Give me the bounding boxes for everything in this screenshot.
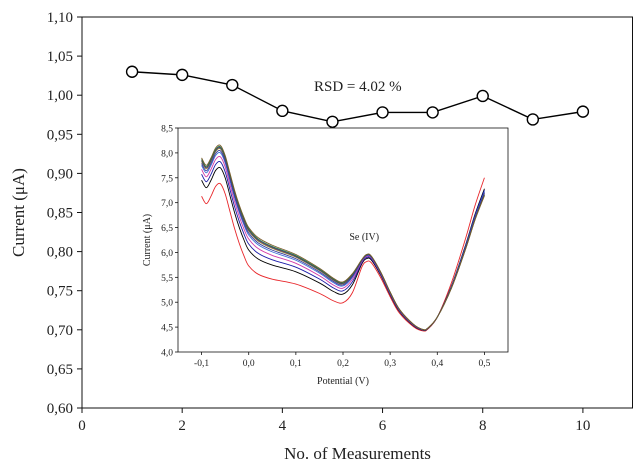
data-point bbox=[526, 113, 540, 126]
inset-y-tick-label: 6,5 bbox=[161, 224, 173, 234]
inset-axis-ticks: 4,0 4,5 5,0 5,5 6,0 6,5 7,0 7,5 8,0 8,5 -0,1 0,0 0,1… bbox=[161, 125, 490, 370]
inset-chart: 4,0 4,5 5,0 5,5 6,0 6,5 7,0 7,5 8,0 8,5 -0,1 0,0 0,1… bbox=[142, 125, 509, 387]
main-x-tick-label: 8 bbox=[479, 418, 487, 434]
data-point bbox=[276, 104, 289, 118]
main-y-tick-label: 0,85 bbox=[47, 206, 73, 222]
inset-x-axis-label: Potential (V) bbox=[317, 376, 369, 387]
main-y-tick-label: 1,05 bbox=[47, 49, 73, 65]
main-y-tick-label: 0,75 bbox=[47, 284, 73, 300]
data-point bbox=[326, 115, 339, 128]
data-point bbox=[226, 78, 239, 92]
inset-y-axis-label: Current (μA) bbox=[142, 214, 153, 266]
inset-y-tick-label: 5,0 bbox=[161, 299, 173, 309]
data-point bbox=[376, 106, 389, 119]
inset-x-tick-label: 0,1 bbox=[290, 359, 302, 369]
data-point bbox=[426, 106, 439, 119]
main-x-tick-label: 4 bbox=[279, 418, 287, 434]
inset-x-tick-label: 0,2 bbox=[337, 359, 349, 369]
main-y-tick-label: 0,60 bbox=[47, 401, 73, 417]
main-y-tick-label: 1,10 bbox=[47, 10, 73, 26]
data-point bbox=[175, 68, 189, 82]
main-chart: 0,60 0,65 0,70 0,75 0,80 0,85 0,90 0,95 1,00 1,05… bbox=[9, 10, 633, 463]
inset-y-tick-label: 7,0 bbox=[161, 199, 173, 209]
inset-series bbox=[201, 144, 485, 332]
inset-x-tick-label: 0,0 bbox=[243, 359, 255, 369]
main-y-axis-label: Current (μA) bbox=[9, 168, 28, 257]
main-y-tick-label: 0,80 bbox=[47, 245, 73, 261]
inset-y-tick-label: 8,0 bbox=[161, 149, 173, 159]
main-x-axis-label: No. of Measurements bbox=[284, 444, 431, 463]
main-x-tick-label: 0 bbox=[78, 418, 86, 434]
inset-plot-frame bbox=[177, 127, 509, 353]
data-point bbox=[476, 89, 489, 103]
data-point bbox=[125, 65, 139, 78]
inset-y-tick-label: 4,5 bbox=[161, 324, 173, 334]
inset-y-tick-label: 5,5 bbox=[161, 274, 173, 284]
rsd-annotation: RSD = 4.02 % bbox=[314, 79, 402, 95]
inset-x-tick-label: 0,3 bbox=[384, 359, 396, 369]
main-x-tick-label: 10 bbox=[575, 418, 590, 434]
main-y-tick-label: 0,70 bbox=[47, 323, 73, 339]
series-line bbox=[132, 71, 584, 123]
inset-y-tick-label: 8,5 bbox=[161, 125, 173, 135]
main-x-tick-label: 2 bbox=[178, 418, 186, 434]
inset-y-tick-label: 4,0 bbox=[161, 349, 173, 359]
voltammogram-curve bbox=[201, 144, 485, 331]
inset-x-tick-label: 0,4 bbox=[431, 359, 443, 369]
se-iv-peak-label: Se (IV) bbox=[349, 232, 379, 243]
inset-x-tick-label: 0,5 bbox=[478, 359, 490, 369]
main-axis-ticks: 0,60 0,65 0,70 0,75 0,80 0,85 0,90 0,95 1,00 1,05… bbox=[47, 10, 591, 434]
inset-y-tick-label: 7,5 bbox=[161, 174, 173, 184]
main-y-tick-label: 1,00 bbox=[47, 88, 73, 104]
main-x-tick-label: 6 bbox=[379, 418, 387, 434]
main-y-tick-label: 0,95 bbox=[47, 127, 73, 143]
inset-x-tick-label: -0,1 bbox=[194, 359, 209, 369]
main-series bbox=[125, 65, 590, 128]
inset-y-tick-label: 6,0 bbox=[161, 249, 173, 259]
data-point bbox=[576, 105, 590, 118]
main-y-tick-label: 0,90 bbox=[47, 166, 73, 182]
main-y-tick-label: 0,65 bbox=[47, 362, 73, 378]
